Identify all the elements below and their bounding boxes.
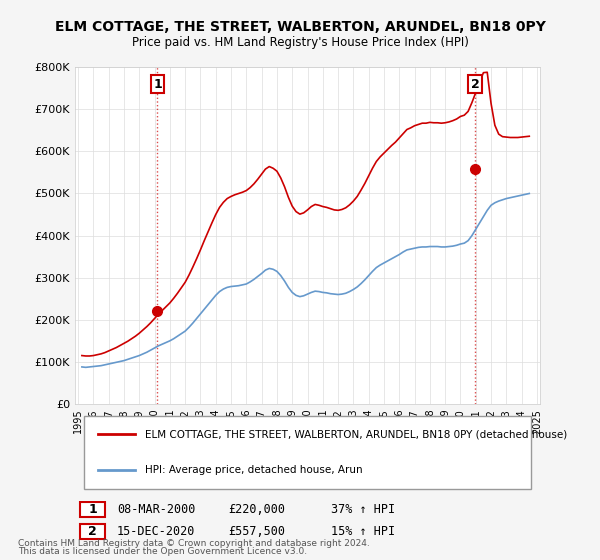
Text: 15% ↑ HPI: 15% ↑ HPI [331,525,395,538]
FancyBboxPatch shape [84,416,531,489]
FancyBboxPatch shape [80,502,105,517]
Text: Price paid vs. HM Land Registry's House Price Index (HPI): Price paid vs. HM Land Registry's House … [131,36,469,49]
Text: 2: 2 [471,77,479,91]
Text: 15-DEC-2020: 15-DEC-2020 [117,525,195,538]
Text: Contains HM Land Registry data © Crown copyright and database right 2024.: Contains HM Land Registry data © Crown c… [18,539,370,548]
Text: ELM COTTAGE, THE STREET, WALBERTON, ARUNDEL, BN18 0PY (detached house): ELM COTTAGE, THE STREET, WALBERTON, ARUN… [145,430,567,440]
Text: HPI: Average price, detached house, Arun: HPI: Average price, detached house, Arun [145,465,362,475]
Text: £220,000: £220,000 [229,503,286,516]
Text: £557,500: £557,500 [229,525,286,538]
Text: ELM COTTAGE, THE STREET, WALBERTON, ARUNDEL, BN18 0PY: ELM COTTAGE, THE STREET, WALBERTON, ARUN… [55,20,545,34]
FancyBboxPatch shape [80,524,105,539]
Text: 2: 2 [88,525,97,538]
Text: 1: 1 [88,503,97,516]
Text: 08-MAR-2000: 08-MAR-2000 [117,503,195,516]
Text: This data is licensed under the Open Government Licence v3.0.: This data is licensed under the Open Gov… [18,548,307,557]
Text: 1: 1 [153,77,162,91]
Text: 37% ↑ HPI: 37% ↑ HPI [331,503,395,516]
